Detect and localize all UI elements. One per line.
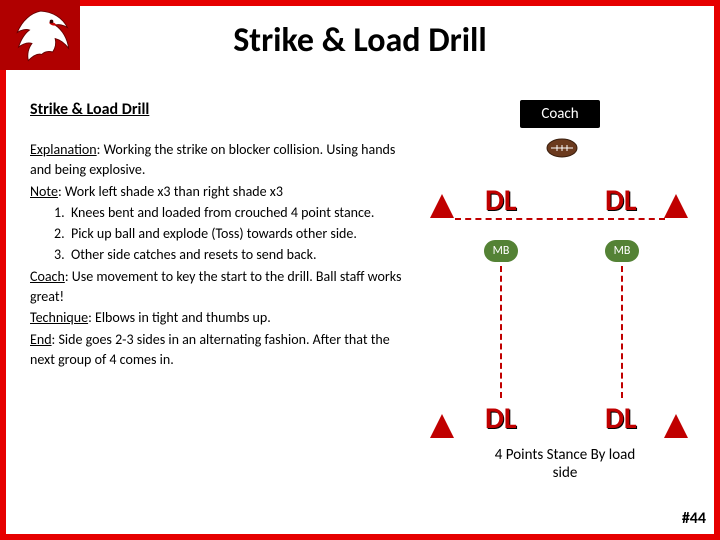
technique-text: : Elbows in tight and thumbs up. (88, 309, 271, 326)
end-label: End (30, 331, 52, 348)
drill-subtitle: Strike & Load Drill (30, 100, 149, 119)
coach-box: Coach (520, 100, 600, 128)
note-text: : Work left shade x3 than right shade x3 (58, 183, 283, 200)
page-number: #44 (682, 509, 706, 528)
dash-line (500, 266, 502, 398)
mb-marker: MB (605, 240, 639, 262)
drill-body: Explanation: Working the strike on block… (30, 140, 410, 371)
cone-icon (430, 414, 454, 438)
slide-title: Strike & Load Drill (0, 20, 720, 61)
eagle-icon (8, 8, 73, 63)
step-1: 1. Knees bent and loaded from crouched 4… (30, 203, 410, 223)
dl-label: DL (605, 400, 637, 437)
step-2: 2. Pick up ball and explode (Toss) towar… (30, 224, 410, 244)
cone-icon (664, 194, 688, 218)
dl-label: DL (485, 400, 517, 437)
technique-label: Technique (30, 309, 88, 326)
team-logo (0, 0, 80, 70)
step-3: 3. Other side catches and resets to send… (30, 245, 410, 265)
cone-icon (664, 414, 688, 438)
coach-label: Coach (30, 268, 65, 285)
football-icon (545, 136, 579, 160)
explanation-label: Explanation (30, 141, 97, 158)
cone-icon (430, 194, 454, 218)
coach-text: : Use movement to key the start to the d… (30, 268, 402, 305)
drill-diagram: Coach DL DL DL DL MB MB 4 Points Stance … (430, 100, 700, 500)
dl-label: DL (485, 182, 517, 219)
mb-marker: MB (484, 240, 518, 262)
end-text: : Side goes 2-3 sides in an alternating … (30, 331, 390, 368)
diagram-caption: 4 Points Stance By load side (490, 446, 640, 482)
dl-label: DL (605, 182, 637, 219)
dash-line (621, 266, 623, 398)
note-label: Note (30, 183, 58, 200)
dash-line (455, 218, 665, 220)
